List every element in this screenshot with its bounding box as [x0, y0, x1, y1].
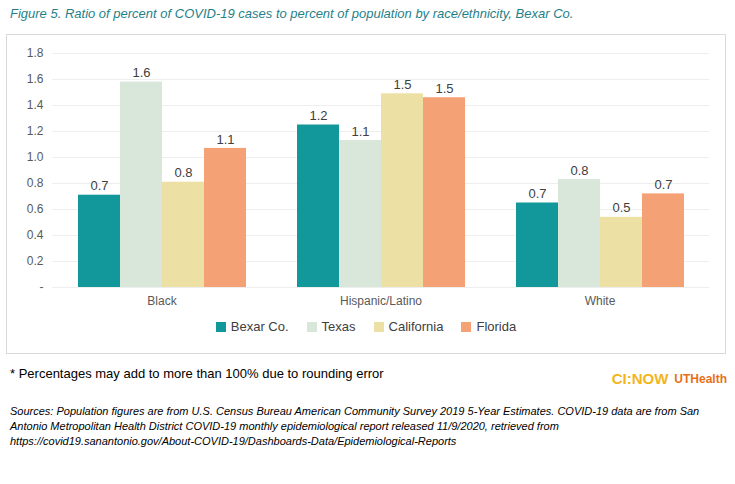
svg-text:White: White: [585, 294, 616, 308]
svg-text:1.5: 1.5: [393, 77, 411, 92]
svg-text:0.5: 0.5: [612, 200, 630, 215]
svg-text:0.7: 0.7: [528, 186, 546, 201]
html-text:Texas: Texas: [321, 319, 356, 334]
svg-text:0.8: 0.8: [27, 176, 44, 190]
svg-text:0.4: 0.4: [27, 228, 44, 242]
html-text:* Percentages may add to more: * Percentages may add to more than 100% …: [10, 366, 384, 381]
svg-text:1.8: 1.8: [27, 46, 44, 60]
svg-text:1.6: 1.6: [132, 65, 150, 80]
svg-text:0.2: 0.2: [27, 254, 44, 268]
svg-text:0.6: 0.6: [27, 202, 44, 216]
html-text:California: California: [388, 319, 444, 334]
svg-text:1.5: 1.5: [435, 81, 453, 96]
svg-text:0.7: 0.7: [654, 177, 672, 192]
svg-text:0.8: 0.8: [174, 165, 192, 180]
html-text:Bexar Co.: Bexar Co.: [230, 319, 289, 334]
svg-text:0.8: 0.8: [570, 163, 588, 178]
svg-text:1.6: 1.6: [27, 72, 44, 86]
svg-text:1.4: 1.4: [27, 98, 44, 112]
svg-text:0.7: 0.7: [90, 178, 108, 193]
svg-text:-: -: [40, 280, 44, 294]
svg-text:Hispanic/Latino: Hispanic/Latino: [340, 294, 422, 308]
html-text:Sources: Population figures ar: Sources: Population figures are from U.S…: [10, 405, 700, 447]
html-text:Florida: Florida: [476, 319, 517, 334]
svg-text:1.1: 1.1: [351, 124, 369, 139]
svg-text:1.1: 1.1: [216, 132, 234, 147]
html-text:Figure 5. Ratio of percent of: Figure 5. Ratio of percent of COVID-19 c…: [10, 6, 574, 21]
svg-text:1.2: 1.2: [309, 108, 327, 123]
html-text:CI:NOW UTHealth: CI:NOW UTHealth: [611, 370, 727, 387]
svg-text:1.2: 1.2: [27, 124, 44, 138]
svg-text:Black: Black: [147, 294, 177, 308]
svg-text:1.0: 1.0: [27, 150, 44, 164]
